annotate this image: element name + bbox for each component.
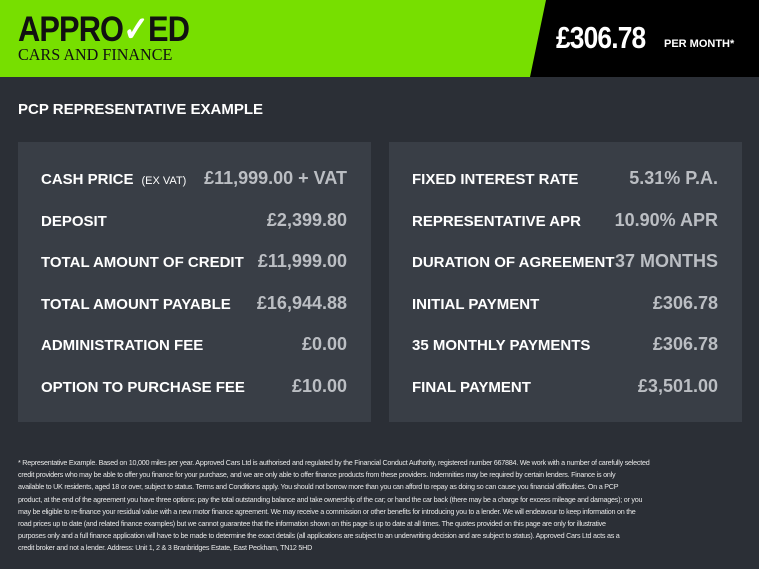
row-value: 37 MONTHS <box>614 251 718 271</box>
finance-row: 35 MONTHLY PAYMENTS £306.78 <box>412 331 718 373</box>
logo-subtitle: CARS AND FINANCE <box>18 45 173 64</box>
row-value: £11,999.00 + VAT <box>204 168 347 188</box>
row-label-text: REPRESENTATIVE APR <box>412 212 581 230</box>
row-label: FIXED INTEREST RATE <box>412 165 578 188</box>
finance-row: TOTAL AMOUNT PAYABLE £16,944.88 <box>41 290 347 332</box>
row-label-text: INITIAL PAYMENT <box>412 295 540 313</box>
row-label-text: CASH PRICE <box>41 171 134 188</box>
disclaimer-line: available to UK residents, aged 18 or ov… <box>18 482 619 492</box>
row-label-text: FINAL PAYMENT <box>412 378 531 396</box>
row-label: TOTAL AMOUNT OF CREDIT <box>41 248 244 271</box>
row-label: 35 MONTHLY PAYMENTS <box>412 331 590 354</box>
finance-row: DEPOSIT £2,399.80 <box>41 207 347 249</box>
finance-row: OPTION TO PURCHASE FEE £10.00 <box>41 373 347 415</box>
row-label: FINAL PAYMENT <box>412 373 531 396</box>
disclaimer-line: * Representative Example. Based on 10,00… <box>18 458 650 467</box>
row-label: REPRESENTATIVE APR <box>412 207 581 230</box>
row-label-text: ADMINISTRATION FEE <box>41 337 204 354</box>
finance-row: INITIAL PAYMENT £306.78 <box>412 290 718 332</box>
logo-text: APPRO <box>18 10 124 49</box>
row-label: OPTION TO PURCHASE FEE <box>41 373 245 396</box>
check-icon: ✓ <box>123 10 149 49</box>
row-value: £306.78 <box>652 334 718 354</box>
row-value: £16,944.88 <box>256 292 347 313</box>
row-label: ADMINISTRATION FEE <box>41 331 203 354</box>
logo: APPRO✓ED CARS AND FINANCE <box>18 10 212 64</box>
disclaimer-line: may be eligible to re-finance your resid… <box>18 506 636 516</box>
price-banner <box>530 0 759 77</box>
row-note: (EX VAT) <box>141 175 187 187</box>
row-label-text: DURATION OF AGREEMENT <box>412 254 615 271</box>
finance-row: TOTAL AMOUNT OF CREDIT £11,999.00 <box>41 248 347 290</box>
row-label-text: 35 MONTHLY PAYMENTS <box>412 337 591 354</box>
row-label: DURATION OF AGREEMENT <box>412 248 615 271</box>
finance-row: ADMINISTRATION FEE £0.00 <box>41 331 347 373</box>
row-label: CASH PRICE (EX VAT) <box>41 165 186 188</box>
right-panel: FIXED INTEREST RATE 5.31% P.A. REPRESENTAT… <box>389 142 742 422</box>
row-value: £0.00 <box>301 334 347 354</box>
row-value: £306.78 <box>652 292 718 313</box>
row-label-text: DEPOSIT <box>41 212 107 230</box>
monthly-price: £306.78 <box>556 20 646 55</box>
row-value: 5.31% P.A. <box>629 168 718 188</box>
row-value: £10.00 <box>291 375 347 396</box>
row-value: £11,999.00 <box>257 251 347 271</box>
disclaimer-line: road prices up to date (and related fina… <box>18 519 606 529</box>
row-label-text: TOTAL AMOUNT OF CREDIT <box>41 254 244 271</box>
left-panel: CASH PRICE (EX VAT) £11,999.00 + VAT DEPOSI… <box>18 142 371 422</box>
row-label: DEPOSIT <box>41 207 107 230</box>
page-title: PCP REPRESENTATIVE EXAMPLE <box>18 101 264 118</box>
row-label-text: TOTAL AMOUNT PAYABLE <box>41 295 231 313</box>
row-value: £3,501.00 <box>637 375 718 396</box>
disclaimer: * Representative Example. Based on 10,00… <box>18 457 741 555</box>
finance-row: CASH PRICE (EX VAT) £11,999.00 + VAT <box>41 165 347 207</box>
finance-row: FINAL PAYMENT £3,501.00 <box>412 373 718 415</box>
finance-row: FIXED INTEREST RATE 5.31% P.A. <box>412 165 718 207</box>
header: APPRO✓ED CARS AND FINANCE £306.78 PER MO… <box>0 0 759 77</box>
finance-row: DURATION OF AGREEMENT 37 MONTHS <box>412 248 718 290</box>
row-value: 10.90% APR <box>614 209 718 230</box>
disclaimer-line: product, at the end of the agreement you… <box>18 494 643 504</box>
disclaimer-line: credit providers who may be able to offe… <box>18 470 616 480</box>
disclaimer-line: purposes only and a full finance applica… <box>18 531 620 541</box>
per-month-label: PER MONTH* <box>664 38 735 50</box>
finance-row: REPRESENTATIVE APR 10.90% APR <box>412 207 718 249</box>
row-label: TOTAL AMOUNT PAYABLE <box>41 290 231 313</box>
disclaimer-line: credit broker and not a lender. Address:… <box>18 543 313 553</box>
row-label: INITIAL PAYMENT <box>412 290 539 313</box>
row-label-text: OPTION TO PURCHASE FEE <box>41 378 245 396</box>
row-label-text: FIXED INTEREST RATE <box>412 171 579 188</box>
logo-text: ED <box>148 10 190 49</box>
row-value: £2,399.80 <box>266 209 347 230</box>
